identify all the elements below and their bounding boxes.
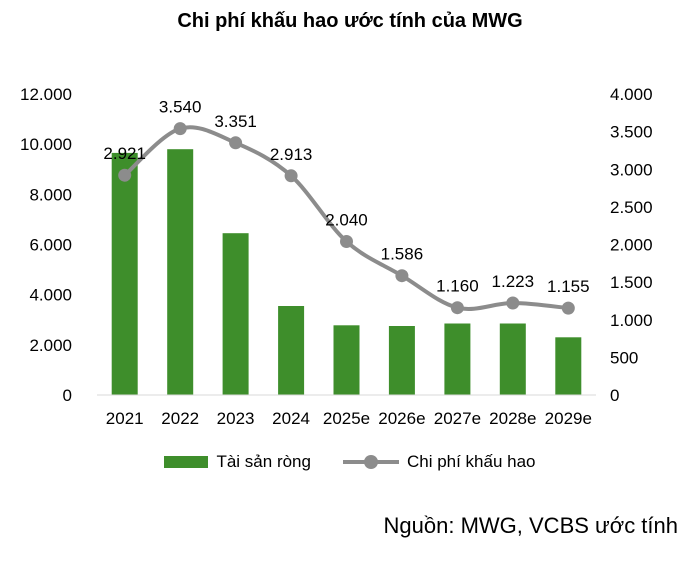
bar-2029e [555,337,582,395]
y-right-tick-label: 0 [610,386,619,405]
y-right-tick-label: 2.000 [610,236,653,255]
bar-2021 [111,152,138,395]
bar-series [111,149,582,395]
y-left-tick-label: 4.000 [29,286,72,305]
bar-2022 [167,149,194,395]
x-tick-label: 2024 [272,409,310,428]
line-point-2027e [450,301,464,315]
y-left-tick-label: 10.000 [20,135,72,154]
legend-item-bars: Tài sản ròng [164,452,311,472]
x-tick-label: 2022 [161,409,199,428]
legend-bar-swatch [164,456,209,468]
y-right-tick-label: 2.500 [610,198,653,217]
line-point-2021 [118,168,132,182]
legend-line-swatch [342,455,399,469]
y-left-tick-label: 6.000 [29,236,72,255]
y-left-tick-label: 0 [63,386,72,405]
y-right-tick-label: 3.000 [610,160,653,179]
line-point-2026e [395,269,409,283]
line-point-2024 [284,169,298,183]
y-right-tick-label: 500 [610,348,638,367]
x-tick-label: 2023 [217,409,255,428]
x-tick-label: 2021 [106,409,144,428]
x-tick-label: 2029e [545,409,592,428]
data-label-2021: 2.921 [103,144,146,163]
bar-2025e [333,325,360,395]
y-right-tick-label: 1.500 [610,273,653,292]
y-right-tick-label: 1.000 [610,311,653,330]
data-label-2022: 3.540 [159,98,202,117]
chart-legend: Tài sản ròng Chi phí khấu hao [0,452,700,472]
line-point-2028e [506,296,520,310]
data-labels: 2.921 3.540 3.351 2.913 2.040 1.586 1.160 1.223… [103,98,589,297]
data-label-2028e: 1.223 [492,272,535,291]
data-label-2025e: 2.040 [325,211,368,230]
data-label-2026e: 1.586 [381,245,424,264]
data-label-2027e: 1.160 [436,277,479,296]
y-right-tick-label: 4.000 [610,85,653,104]
legend-item-line: Chi phí khấu hao [342,452,536,472]
x-tick-label: 2027e [434,409,481,428]
bar-2027e [444,323,471,395]
bar-2026e [388,326,415,395]
bar-2024 [278,306,305,395]
x-tick-label: 2028e [489,409,536,428]
line-point-2025e [340,235,353,248]
bar-2028e [499,323,526,395]
x-tick-label: 2026e [378,409,425,428]
y-right-tick-label: 3.500 [610,123,653,142]
bar-2023 [222,233,249,395]
data-label-2029e: 1.155 [547,277,590,296]
data-label-2024: 2.913 [270,145,313,164]
source-note: Nguồn: MWG, VCBS ước tính [383,513,678,538]
y-left-tick-label: 2.000 [29,336,72,355]
line-series [118,122,575,315]
line-point-2023 [229,136,243,150]
line-point-2022 [173,122,187,136]
chart-title: Chi phí khấu hao ước tính của MWG [177,10,523,32]
legend-label-bars: Tài sản ròng [216,452,311,471]
data-label-2023: 3.351 [214,112,257,131]
y-left-tick-label: 12.000 [20,85,72,104]
legend-label-line: Chi phí khấu hao [406,452,536,471]
y-left-tick-label: 8.000 [29,185,72,204]
x-tick-label: 2025e [323,409,370,428]
line-point-2029e [561,301,575,315]
chart-axes: 0 2.000 4.000 6.000 8.000 10.000 12.000 0 500 1.0… [20,85,653,428]
